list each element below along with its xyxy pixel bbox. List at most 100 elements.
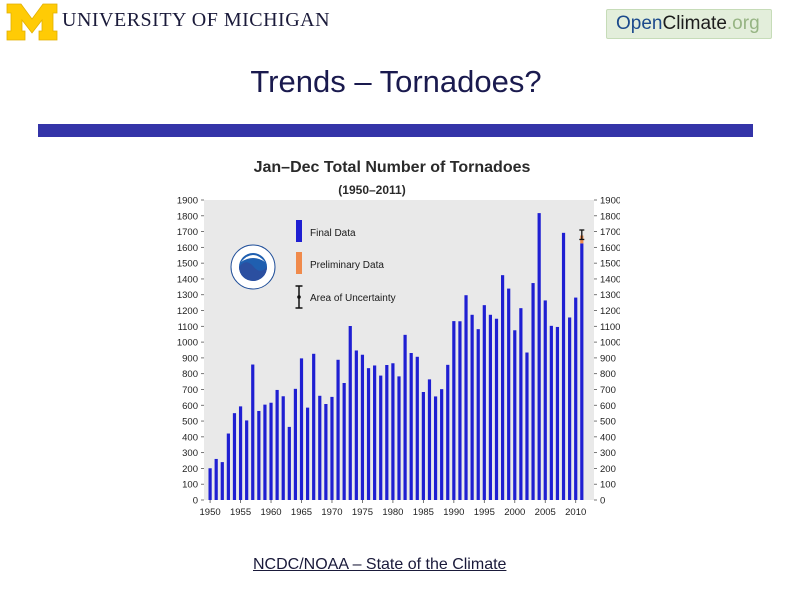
bar-final-1964	[293, 388, 298, 500]
bar-final-1969	[324, 404, 328, 500]
bar-final-1967	[312, 353, 316, 500]
bar-final-1997	[494, 318, 499, 500]
y-tick-label-right: 1100	[600, 322, 620, 333]
university-name: UNIVERSITY OF MICHIGAN	[62, 9, 331, 31]
y-tick-label-left: 1000	[177, 338, 198, 349]
bar-final-1960	[269, 402, 273, 500]
bar-final-1994	[476, 329, 480, 500]
right-axis-ticks: 0 100 200 300 400 500 600 700 800 900 1000 1100 1200…	[594, 196, 620, 507]
y-tick-label-left: 1600	[177, 243, 198, 254]
y-tick-label-right: 1200	[600, 306, 620, 317]
x-tick-label: 2005	[535, 507, 556, 518]
legend-label-uncertainty: Area of Uncertainty	[310, 293, 396, 304]
bar-final-1962	[281, 396, 285, 500]
y-tick-label-left: 200	[182, 464, 198, 475]
y-tick-label-right: 300	[600, 448, 616, 459]
bar-final-2010	[574, 297, 578, 500]
bar-final-2005	[543, 300, 547, 500]
y-tick-label-left: 1500	[177, 259, 198, 270]
bar-final-1988	[440, 389, 444, 500]
x-tick-label: 2000	[504, 507, 525, 518]
legend-label-preliminary: Preliminary Data	[310, 260, 384, 271]
y-tick-label-right: 900	[600, 353, 616, 364]
y-tick-label-left: 300	[182, 448, 198, 459]
bar-final-1963	[287, 426, 291, 500]
slide-title: Trends – Tornadoes?	[250, 64, 542, 99]
bar-final-2008	[561, 232, 566, 500]
openclimate-logo[interactable]: OpenClimate.org	[606, 9, 772, 39]
y-tick-label-left: 700	[182, 385, 198, 396]
bar-final-2000	[513, 330, 517, 500]
bar-final-1983	[409, 353, 413, 500]
y-tick-label-left: 1900	[177, 196, 198, 207]
logo-open-text: Open	[616, 13, 663, 34]
left-axis-ticks: 0 100 200 300 400 500 600 700 800 900 1000 1100 1200…	[177, 196, 204, 507]
bar-final-2011	[580, 243, 584, 500]
bar-series	[208, 213, 584, 500]
y-tick-label-left: 1800	[177, 211, 198, 222]
noaa-logo	[230, 244, 276, 290]
y-tick-label-right: 0	[600, 496, 605, 507]
y-tick-label-right: 1500	[600, 259, 620, 270]
bar-final-1956	[245, 420, 249, 500]
bar-final-1977	[373, 365, 377, 500]
x-tick-label: 1990	[443, 507, 464, 518]
y-tick-label-left: 1100	[178, 322, 198, 333]
bar-final-1992	[464, 295, 468, 500]
bar-final-1950	[208, 468, 212, 500]
x-tick-label: 1975	[352, 507, 373, 518]
y-tick-label-right: 100	[600, 480, 616, 491]
chart-subtitle: (1950–2011)	[338, 183, 405, 197]
y-tick-label-right: 200	[600, 464, 616, 475]
logo-org-text: .org	[726, 13, 760, 34]
bar-final-1982	[403, 334, 407, 500]
y-tick-label-left: 1400	[177, 274, 198, 285]
y-tick-label-right: 400	[600, 432, 616, 443]
legend-swatch-final	[296, 220, 302, 242]
y-tick-label-left: 100	[182, 480, 198, 491]
y-tick-label-right: 1900	[600, 196, 620, 207]
bar-final-1985	[421, 392, 425, 500]
bar-final-2002	[525, 352, 529, 500]
bar-final-1952	[220, 462, 224, 500]
bar-final-1976	[366, 368, 371, 500]
y-tick-label-left: 400	[182, 432, 198, 443]
y-tick-label-right: 1700	[600, 227, 620, 238]
bar-final-1958	[257, 410, 261, 500]
y-tick-label-right: 600	[600, 401, 616, 412]
y-tick-label-left: 1300	[177, 290, 198, 301]
bar-final-1998	[500, 275, 505, 500]
bar-final-1959	[263, 404, 267, 500]
y-tick-label-left: 600	[182, 401, 198, 412]
x-tick-label: 1995	[474, 507, 495, 518]
title-underline-bar	[38, 124, 753, 137]
tornado-count-chart: Jan–Dec Total Number of Tornadoes (1950–…	[177, 159, 620, 518]
bar-final-1989	[446, 364, 450, 500]
chart-title: Jan–Dec Total Number of Tornadoes	[254, 159, 531, 176]
bar-final-1979	[385, 365, 389, 500]
bar-final-1999	[507, 288, 511, 500]
x-tick-label: 2010	[565, 507, 586, 518]
y-tick-label-left: 1700	[177, 227, 198, 238]
uncertainty-range	[579, 229, 585, 241]
bar-final-1957	[251, 364, 255, 500]
y-tick-label-right: 1000	[600, 338, 620, 349]
bar-final-1993	[470, 314, 474, 500]
bar-final-1980	[391, 363, 395, 500]
bar-final-1966	[305, 407, 310, 500]
chart-legend: Final Data Preliminary Data Area of Unce…	[295, 220, 396, 309]
source-link[interactable]: NCDC/NOAA – State of the Climate	[253, 556, 507, 573]
bar-final-1978	[379, 375, 383, 500]
bar-final-1991	[458, 321, 462, 500]
bar-final-1951	[214, 458, 218, 500]
y-tick-label-left: 500	[182, 417, 198, 428]
y-tick-label-right: 1600	[600, 243, 620, 254]
logo-climate-text: Climate	[662, 13, 727, 34]
bar-final-1968	[318, 395, 322, 500]
bar-final-2007	[555, 326, 560, 500]
bar-final-1953	[226, 433, 230, 500]
bar-final-1974	[354, 350, 358, 500]
bar-final-1984	[415, 356, 419, 500]
x-tick-label: 1955	[230, 507, 251, 518]
bar-final-2004	[537, 213, 541, 500]
